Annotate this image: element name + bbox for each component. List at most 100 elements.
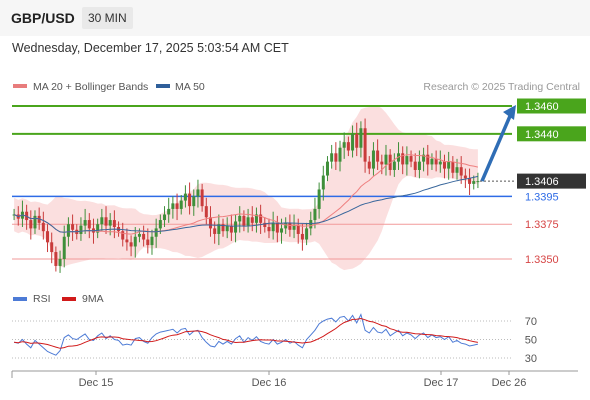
candle-body	[246, 217, 250, 226]
candle-body	[108, 220, 112, 226]
datetime-label: Wednesday, December 17, 2025 5:03:54 AM …	[12, 41, 289, 55]
rsi-legend-label: RSI	[33, 293, 51, 305]
level-tag-text: 1.3460	[525, 101, 559, 113]
candle-body	[125, 239, 129, 243]
level-tag-box	[517, 126, 586, 142]
candle-body	[371, 150, 375, 169]
moving-averages	[13, 154, 479, 235]
projection-arrow-head	[503, 105, 516, 120]
candle-body	[29, 220, 33, 229]
projection-arrow	[480, 105, 516, 182]
ma50-legend-label: MA 50	[175, 81, 205, 93]
candle-body	[426, 154, 430, 165]
level-tag-1.3350: 1.3350	[525, 254, 559, 266]
candle-body	[50, 242, 54, 253]
candle-body	[121, 231, 125, 240]
candle-body	[292, 225, 296, 230]
candle-body	[422, 154, 426, 162]
candle-body	[321, 175, 325, 190]
candle-body	[442, 161, 446, 169]
candle-body	[330, 153, 334, 162]
candle-body	[217, 224, 221, 234]
candle-body	[313, 208, 317, 221]
candle-body	[171, 203, 175, 209]
candle-body	[96, 224, 100, 233]
candle-body	[346, 142, 350, 151]
candle-body	[438, 161, 442, 165]
candle-body	[476, 181, 480, 183]
timeframe-button[interactable]: 30 MIN	[82, 7, 133, 29]
candle-body	[183, 193, 187, 201]
candle-body	[359, 128, 363, 148]
candle-body	[234, 221, 238, 233]
candle-body	[204, 206, 208, 218]
rsi-ma-legend-label: 9MA	[82, 293, 104, 305]
candle-body	[133, 236, 137, 247]
level-tag-1.3406: 1.3406	[517, 173, 586, 189]
candle-body	[150, 236, 154, 246]
candle-body	[163, 214, 167, 221]
candle-body	[87, 220, 91, 229]
candle-body	[447, 161, 451, 169]
candle-body	[158, 220, 162, 229]
candle-body	[363, 128, 367, 162]
candle-body	[367, 161, 371, 169]
level-tag-1.3440: 1.3440	[517, 126, 586, 142]
level-tag-text: 1.3395	[525, 191, 559, 203]
candle-body	[472, 181, 476, 184]
candle-body	[58, 259, 62, 266]
level-tag-1.3375: 1.3375	[525, 219, 559, 231]
candle-body	[280, 228, 284, 233]
candle-body	[288, 222, 292, 230]
candle-body	[259, 214, 263, 223]
candle-body	[137, 233, 141, 237]
candle-body	[229, 225, 233, 233]
level-tags: 1.3460 1.3440 1.3406 1.3395 1.3375 1.3350	[517, 98, 586, 266]
bollinger-legend-label: MA 20 + Bollinger Bands	[33, 81, 148, 93]
bollinger-bands	[14, 105, 478, 271]
candle-body	[254, 214, 258, 223]
candle-body	[459, 167, 463, 176]
candle-body	[62, 236, 66, 259]
x-tick-label: Dec 15	[79, 377, 114, 389]
level-tag-1.3460: 1.3460	[517, 98, 586, 114]
rsi-tick-label: 50	[525, 335, 537, 347]
candle-body	[271, 222, 275, 232]
candle-body	[300, 233, 304, 240]
level-tag-box	[517, 98, 586, 114]
candle-body	[250, 217, 254, 223]
candle-body	[142, 233, 146, 240]
bollinger-legend-swatch	[13, 84, 27, 88]
level-tag-1.3395: 1.3395	[525, 191, 559, 203]
bollinger-band-area	[14, 105, 478, 271]
candle-body	[188, 193, 192, 207]
ma50-line	[13, 175, 479, 233]
candle-body	[33, 215, 37, 229]
credit-label: Research © 2025 Trading Central	[423, 81, 580, 93]
candle-body	[175, 203, 179, 209]
candle-body	[167, 208, 171, 215]
candle-body	[46, 231, 50, 243]
candle-body	[334, 153, 338, 162]
rsi-tick-label: 70	[525, 316, 537, 328]
candle-body	[380, 161, 384, 165]
candle-body	[296, 225, 300, 234]
candle-body	[66, 224, 70, 237]
projection-arrow-line	[480, 115, 512, 182]
chart-header: GBP/USD 30 MIN	[0, 0, 590, 36]
level-lines	[12, 105, 516, 260]
level-tag-text: 1.3406	[525, 176, 559, 188]
candle-body	[405, 156, 409, 165]
x-tick-label: Dec 16	[252, 377, 287, 389]
candle-body	[355, 133, 359, 148]
candle-body	[401, 153, 405, 165]
candle-body	[468, 178, 472, 184]
candle-body	[384, 154, 388, 165]
level-tag-text: 1.3375	[525, 219, 559, 231]
x-tick-label: Dec 17	[424, 377, 459, 389]
candle-body	[417, 161, 421, 170]
candle-body	[305, 228, 309, 240]
candle-body	[434, 158, 438, 165]
candle-body	[342, 142, 346, 148]
